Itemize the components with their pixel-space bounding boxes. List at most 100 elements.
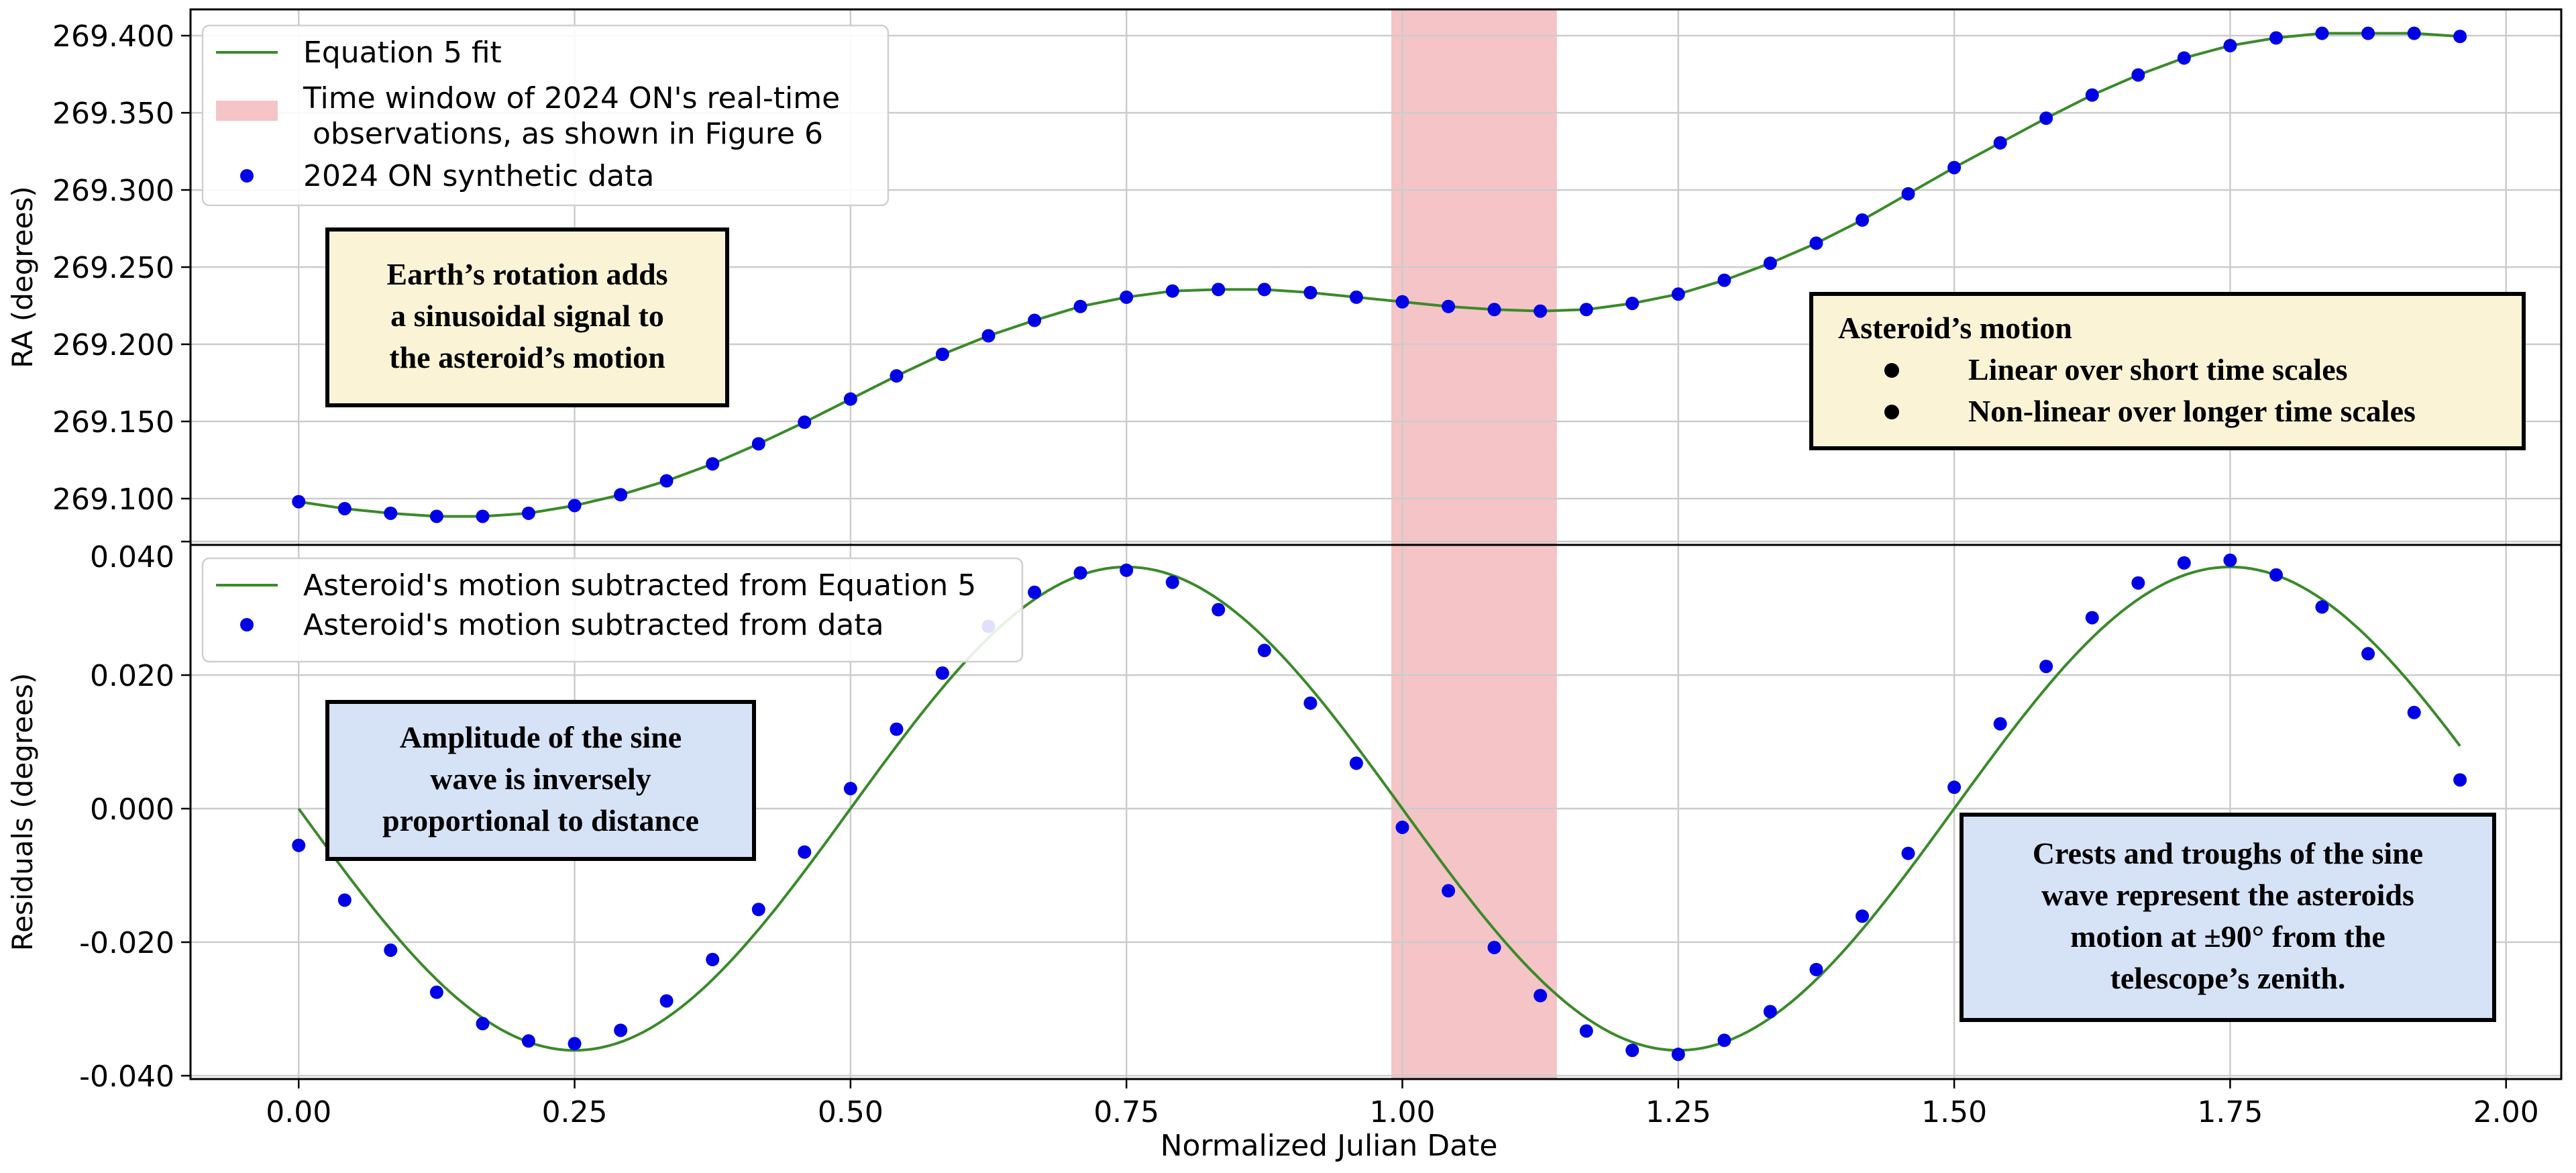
residual-data-point-30 [1671, 1048, 1685, 1062]
ra-data-point-11 [798, 415, 812, 429]
residual-annotation-box-0 [325, 700, 756, 861]
residual-legend-dot-swatch [240, 618, 254, 631]
residual-ytick-label-0: 0.040 [90, 540, 174, 574]
residual-data-point-42 [2223, 553, 2237, 567]
ra-data-point-3 [429, 509, 443, 523]
residual-data-point-17 [1073, 566, 1087, 580]
ra-data-point-7 [614, 488, 628, 502]
residual-data-point-33 [1809, 962, 1823, 976]
ra-ytick-label-5: 269.350 [52, 97, 174, 131]
residual-data-point-3 [429, 985, 443, 999]
xtick-label-4: 1.00 [1370, 1095, 1436, 1129]
residual-annotation-1-line-3: telescope’s zenith. [2110, 961, 2346, 995]
ra-annotation-0-line-0: Earth’s rotation adds [386, 257, 667, 291]
residual-data-point-38 [2039, 660, 2053, 674]
ra-annotation-0-line-2: the asteroid’s motion [389, 340, 665, 374]
residual-data-point-10 [751, 903, 765, 917]
ra-data-point-4 [476, 509, 490, 523]
ra-data-point-29 [1625, 297, 1640, 311]
ra-data-point-39 [2085, 88, 2099, 102]
ra-ytick-label-2: 269.200 [52, 328, 174, 362]
ra-data-point-35 [1901, 187, 1915, 201]
ra-data-point-12 [843, 392, 857, 406]
ra-legend-entry-1: Time window of 2024 ON's real-time obser… [303, 81, 840, 151]
xtick-label-0: 0.00 [266, 1095, 331, 1129]
ra-annotation-1-bullet-1 [1884, 405, 1899, 419]
residual-data-point-22 [1303, 696, 1318, 710]
residual-data-point-26 [1487, 940, 1501, 954]
residual-data-point-41 [2177, 556, 2191, 570]
residual-data-point-16 [1028, 585, 1042, 599]
ra-data-point-40 [2131, 68, 2145, 82]
residual-data-point-39 [2085, 611, 2099, 625]
ra-ytick-label-1: 269.150 [52, 405, 174, 440]
residual-data-point-4 [476, 1017, 490, 1031]
x-axis-label: Normalized Julian Date [1161, 1129, 1498, 1163]
ra-data-point-6 [568, 499, 582, 513]
xtick-label-3: 0.75 [1093, 1095, 1159, 1129]
ra-legend [201, 24, 890, 207]
xtick-label-2: 0.50 [818, 1095, 883, 1129]
residual-annotation-box-1 [1960, 813, 2496, 1022]
residual-data-point-0 [292, 838, 306, 852]
ra-data-point-23 [1349, 290, 1363, 304]
ra-annotation-1-line-0: Asteroid’s motion [1838, 311, 2072, 345]
residual-observation-window-band [1391, 545, 1557, 1079]
ra-data-point-25 [1442, 299, 1456, 313]
residual-annotation-0-line-0: Amplitude of the sine [400, 720, 682, 754]
residual-data-point-18 [1120, 563, 1134, 577]
ra-data-point-9 [706, 457, 720, 471]
residual-annotation-0-line-2: proportional to distance [382, 803, 699, 837]
residual-data-point-37 [1993, 717, 2007, 731]
residual-data-point-11 [798, 845, 812, 859]
residual-data-point-13 [890, 722, 904, 736]
residual-data-point-36 [1947, 780, 1962, 795]
residual-annotation-1-line-2: motion at ±90° from the [2070, 919, 2385, 954]
ra-data-point-45 [2361, 26, 2375, 40]
residual-data-point-8 [659, 994, 674, 1008]
ra-data-point-8 [659, 474, 674, 488]
residual-legend-entry-1: Asteroid's motion subtracted from data [303, 608, 884, 642]
ra-data-point-13 [890, 369, 904, 383]
residual-data-point-35 [1901, 846, 1915, 860]
residual-data-point-23 [1349, 756, 1363, 770]
ra-data-point-26 [1487, 303, 1501, 317]
ra-data-point-0 [292, 495, 306, 509]
residual-ytick-label-4: -0.040 [79, 1060, 174, 1094]
ra-annotation-1-bullet-0 [1884, 363, 1899, 378]
residual-data-point-31 [1717, 1033, 1731, 1048]
residual-y-axis-label: Residuals (degrees) [6, 673, 39, 951]
ra-annotation-box-0 [325, 227, 729, 407]
residual-data-point-6 [568, 1037, 582, 1051]
residual-data-point-12 [843, 782, 857, 796]
residual-data-point-20 [1212, 603, 1226, 617]
ra-data-point-46 [2407, 26, 2421, 40]
xtick-label-1: 0.25 [542, 1095, 608, 1129]
ra-data-point-32 [1763, 256, 1777, 270]
residual-data-point-21 [1257, 644, 1271, 658]
ra-legend-entry-2: 2024 ON synthetic data [303, 159, 654, 193]
ra-data-point-15 [981, 329, 996, 343]
ra-observation-window-band [1391, 9, 1557, 545]
ra-data-point-20 [1212, 283, 1226, 297]
residual-data-point-45 [2361, 647, 2375, 661]
ra-y-axis-label: RA (degrees) [6, 186, 39, 368]
residual-data-point-24 [1395, 820, 1409, 834]
ra-legend-entry-0: Equation 5 fit [303, 36, 502, 70]
ra-data-point-37 [1993, 136, 2007, 150]
ra-data-point-43 [2269, 31, 2284, 45]
residual-data-point-47 [2453, 773, 2467, 787]
residual-data-point-25 [1442, 884, 1456, 898]
residual-data-point-9 [706, 952, 720, 966]
ra-annotation-1-bullet-text-1: Non-linear over longer time scales [1968, 394, 2416, 428]
ra-annotation-box-1 [1809, 292, 2526, 450]
xtick-label-8: 2.00 [2473, 1095, 2539, 1129]
ra-data-point-5 [521, 506, 535, 520]
ra-data-point-41 [2177, 51, 2191, 65]
ra-data-point-10 [751, 437, 765, 451]
ra-data-point-36 [1947, 160, 1962, 174]
residual-ytick-label-1: 0.020 [90, 659, 174, 693]
ra-data-point-34 [1856, 213, 1870, 227]
residual-legend [201, 557, 1024, 663]
ra-data-point-16 [1028, 313, 1042, 327]
